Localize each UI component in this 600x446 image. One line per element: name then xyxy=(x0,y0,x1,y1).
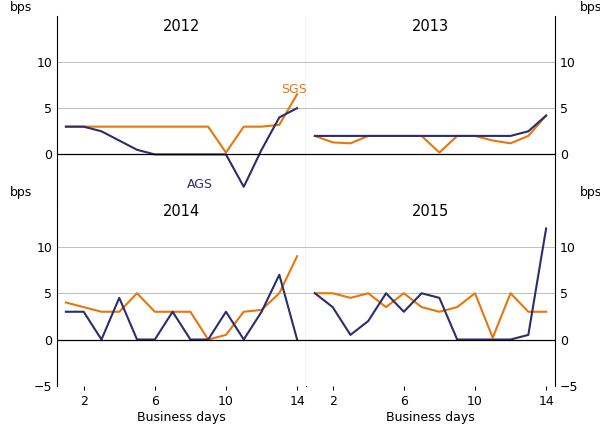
Text: 2014: 2014 xyxy=(163,204,200,219)
Text: AGS: AGS xyxy=(187,178,213,191)
Text: bps: bps xyxy=(10,186,32,199)
X-axis label: Business days: Business days xyxy=(386,411,475,424)
X-axis label: Business days: Business days xyxy=(137,411,226,424)
Text: bps: bps xyxy=(580,1,600,14)
Text: bps: bps xyxy=(580,186,600,199)
Text: 2015: 2015 xyxy=(412,204,449,219)
Text: bps: bps xyxy=(10,1,32,14)
Text: 2012: 2012 xyxy=(163,19,200,34)
Text: SGS: SGS xyxy=(281,83,307,96)
Text: 2013: 2013 xyxy=(412,19,449,34)
